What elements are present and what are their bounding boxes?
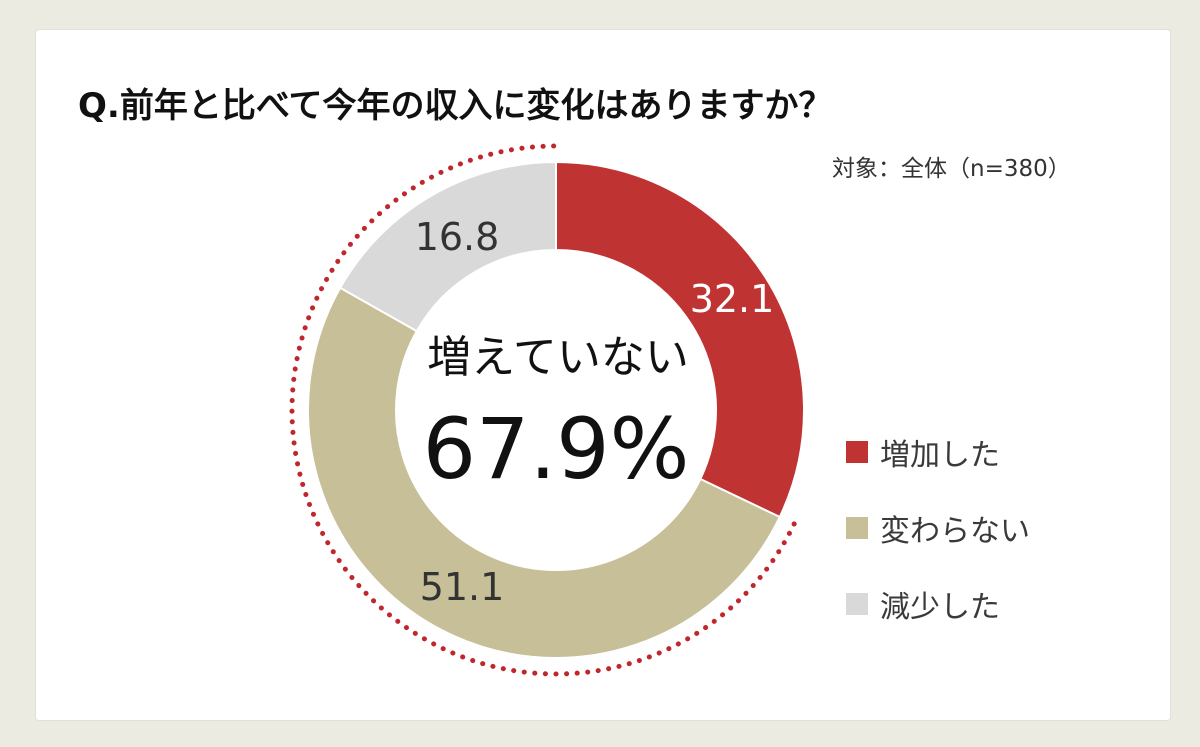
legend-swatch-increase (846, 441, 868, 463)
legend-item-increase: 増加した (846, 432, 1030, 473)
highlight-dotted-arc (289, 143, 797, 677)
legend-swatch-decrease (846, 593, 868, 615)
slice-label-unchanged: 51.1 (420, 565, 505, 609)
slice-unchanged (307, 286, 782, 659)
slice-decrease (338, 160, 557, 333)
highlight-dotted-ring (289, 143, 797, 677)
legend-label-decrease: 減少した (880, 590, 1000, 625)
sample-size-note: 対象：全体（n=380） (832, 156, 1071, 182)
legend-item-unchanged: 変わらない (846, 508, 1030, 549)
legend-label-unchanged: 変わらない (880, 514, 1030, 549)
slice-increase (555, 160, 805, 519)
legend-item-decrease: 減少した (846, 584, 1030, 625)
legend-label-increase: 増加した (880, 438, 1000, 473)
legend-swatch-unchanged (846, 517, 868, 539)
slice-label-decrease: 16.8 (415, 215, 500, 259)
chart-title: Q.前年と比べて今年の収入に変化はありますか？ (78, 86, 833, 126)
center-value: 67.9% (423, 400, 690, 498)
donut-slices (307, 160, 805, 659)
slice-labels: 32.1 51.1 16.8 (415, 215, 775, 609)
slice-label-increase: 32.1 (690, 277, 775, 321)
legend: 増加した 変わらない 減少した (846, 432, 1030, 660)
center-label: 増えていない (427, 332, 689, 383)
